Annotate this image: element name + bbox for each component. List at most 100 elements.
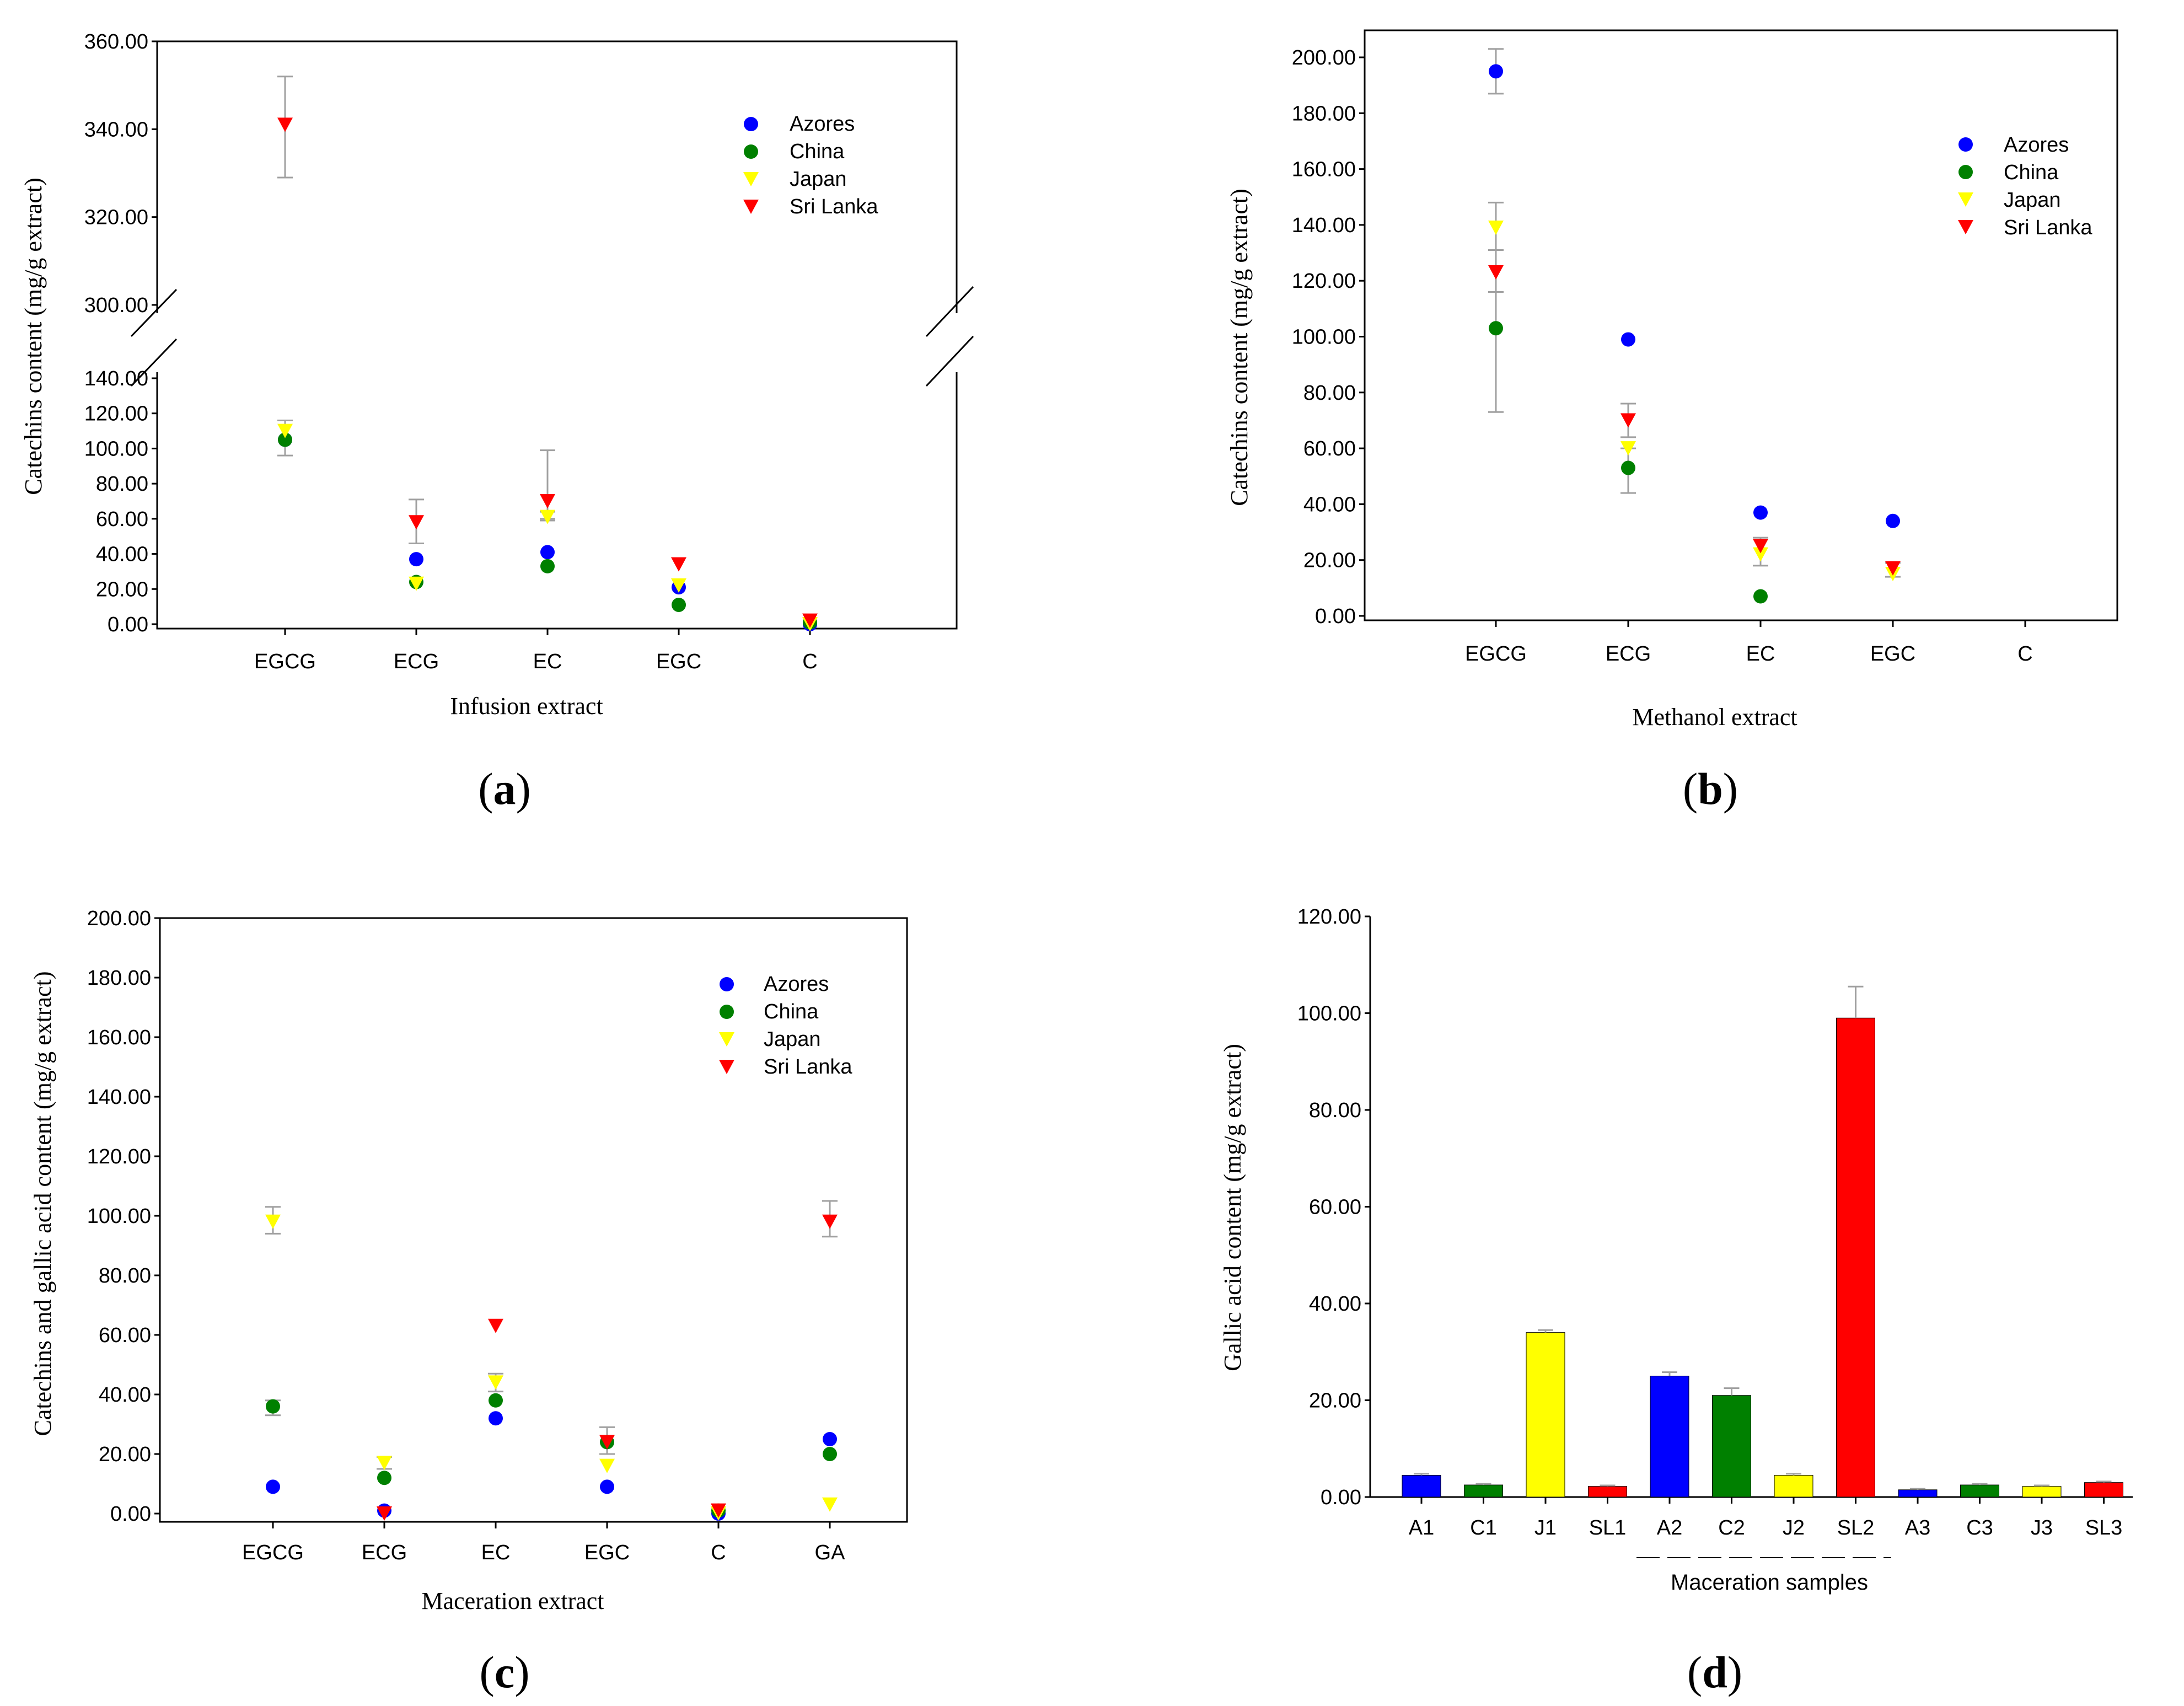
chart-d-errorbar-SL3 — [2096, 1480, 2112, 1483]
chart-a-point-srilanka-4 — [802, 613, 818, 628]
chart-d-xtick-label-8: A3 — [1905, 1516, 1930, 1539]
chart-a-legend-marker-3 — [743, 200, 759, 214]
chart-b-point-azores-2 — [1753, 505, 1768, 520]
chart-b-point-azores-0 — [1489, 64, 1503, 79]
chart-d-errorbar-J2 — [1786, 1473, 1801, 1476]
chart-d-bar-C2 — [1712, 1395, 1751, 1498]
chart-d-xtick-label-1: C1 — [1470, 1516, 1497, 1539]
chart-c-point-japan-0 — [265, 1214, 281, 1229]
chart-a-break-mark-right-1 — [925, 286, 974, 337]
chart-a-legend-marker-2 — [743, 172, 759, 186]
chart-a-xtick-label-0: EGCG — [254, 650, 316, 673]
chart-b-xtick-label-3: EGC — [1870, 642, 1915, 666]
chart-d-ylabel: Gallic acid content (mg/g extract) — [1219, 1044, 1246, 1371]
chart-b-ytick-label-8: 160.00 — [1292, 158, 1356, 181]
chart-b-ytick-label-7: 140.00 — [1292, 214, 1356, 237]
chart-c-point-china-2 — [489, 1393, 503, 1408]
chart-a-upper-ytick-label-1: 320.00 — [84, 206, 148, 229]
chart-a-lower-ytick-label-2: 40.00 — [96, 543, 148, 566]
chart-b-ytick-label-1: 20.00 — [1303, 549, 1356, 572]
chart-d-bar-SL1 — [1588, 1486, 1627, 1498]
chart-b-legend-japan: Japan — [2004, 189, 2061, 212]
chart-c-point-japan-3 — [599, 1458, 615, 1473]
chart-b-point-srilanka-2 — [1753, 539, 1768, 554]
chart-d-bar-SL3 — [2084, 1482, 2123, 1498]
chart-c-ytick-label-0: 0.00 — [110, 1503, 151, 1526]
chart-d-errorbar-C1 — [1475, 1483, 1491, 1485]
chart-c-legend-japan: Japan — [764, 1028, 821, 1051]
chart-c-point-srilanka-4 — [711, 1503, 726, 1518]
chart-d-errorbar-A3 — [1910, 1488, 1925, 1490]
chart-d-bar-J1 — [1526, 1332, 1565, 1498]
chart-b-xlabel: Methanol extract — [1632, 704, 1797, 731]
chart-b-legend-srilanka: Sri Lanka — [2004, 216, 2092, 239]
chart-a: Catechins content (mg/g extract) Infusio… — [20, 40, 974, 814]
chart-c-point-japan-5 — [822, 1497, 838, 1512]
chart-c-frame — [159, 917, 908, 1523]
chart-c-ylabel: Catechins and gallic acid content (mg/g … — [29, 971, 56, 1436]
chart-a-legend-japan: Japan — [790, 168, 847, 191]
chart-a-xtick-label-1: ECG — [394, 650, 439, 673]
chart-a-point-japan-2 — [540, 509, 555, 524]
chart-b-point-srilanka-1 — [1620, 413, 1636, 428]
chart-b-ytick-label-0: 0.00 — [1315, 605, 1356, 628]
chart-a-xtick-label-4: C — [802, 650, 817, 673]
chart-c-xtick-label-2: EC — [481, 1541, 511, 1564]
chart-a-lower-ytick-label-3: 60.00 — [96, 508, 148, 531]
chart-c-point-azores-2 — [489, 1411, 503, 1426]
chart-c-point-china-0 — [266, 1399, 280, 1414]
panel-label-d: (d) — [1687, 1647, 1742, 1697]
chart-b-ytick-label-10: 200.00 — [1292, 46, 1356, 69]
chart-a-lower-ytick-label-0: 0.00 — [108, 613, 148, 636]
chart-a-point-azores-1 — [409, 552, 423, 567]
panel-label-c-close: ) — [514, 1647, 529, 1697]
chart-c-point-china-5 — [823, 1447, 837, 1461]
chart-b-legend-marker-1 — [1958, 165, 1973, 179]
chart-c-point-srilanka-1 — [377, 1506, 392, 1521]
chart-b-xtick-label-1: ECG — [1606, 642, 1651, 666]
chart-d-ytick-label-1: 20.00 — [1309, 1390, 1361, 1413]
chart-d-ytick-label-4: 80.00 — [1309, 1099, 1361, 1122]
chart-a-point-japan-0 — [277, 423, 293, 438]
chart-c-ytick-label-10: 200.00 — [87, 907, 151, 930]
chart-a-lower-ytick-label-6: 120.00 — [84, 403, 148, 426]
chart-d-bar-A3 — [1898, 1489, 1938, 1498]
chart-b-ytick-label-9: 180.00 — [1292, 102, 1356, 125]
chart-c-point-srilanka-5 — [822, 1214, 838, 1229]
chart-b-point-azores-3 — [1886, 513, 1900, 528]
panel-label-a-close: ) — [516, 764, 531, 814]
chart-d-xtick-label-7: SL2 — [1837, 1516, 1875, 1539]
chart-a-legend-marker-0 — [744, 117, 758, 131]
chart-d-xlabel: Maceration samples — [1671, 1570, 1868, 1595]
chart-c-point-srilanka-2 — [488, 1318, 503, 1333]
chart-a-legend-china: China — [790, 140, 845, 163]
chart-a-point-srilanka-1 — [409, 515, 424, 530]
chart-d-errorbar-C3 — [1972, 1483, 1988, 1485]
chart-c-xlabel: Maceration extract — [421, 1587, 604, 1614]
chart-a-legend-marker-1 — [744, 144, 758, 159]
chart-d-errorbar-A2 — [1662, 1371, 1677, 1376]
chart-c-point-azores-3 — [600, 1479, 614, 1494]
chart-c-xtick-label-4: C — [711, 1541, 726, 1564]
chart-c-point-azores-5 — [823, 1432, 837, 1446]
chart-a-break-mark-right-2 — [925, 335, 974, 387]
chart-d-errorbar-J1 — [1538, 1329, 1553, 1333]
chart-d-xtick-label-0: A1 — [1409, 1516, 1434, 1539]
chart-a-legend-azores: Azores — [790, 112, 855, 136]
panel-label-b: (b) — [1683, 764, 1738, 814]
chart-a-errorbar-3 — [540, 449, 555, 520]
panel-label-b-close: ) — [1723, 764, 1738, 814]
chart-d-ytick-label-2: 40.00 — [1309, 1292, 1361, 1316]
chart-a-lower-ytick-label-4: 80.00 — [96, 473, 148, 496]
chart-c-legend-marker-1 — [720, 1005, 734, 1019]
chart-c-ytick-label-6: 120.00 — [87, 1145, 151, 1168]
chart-b-xtick-label-2: EC — [1746, 642, 1775, 666]
chart-d-ytick-label-5: 100.00 — [1297, 1002, 1361, 1026]
chart-c-point-srilanka-3 — [599, 1435, 615, 1450]
chart-a-point-srilanka-2 — [540, 494, 555, 508]
chart-c-xtick-label-5: GA — [815, 1541, 846, 1564]
chart-b-point-china-1 — [1621, 460, 1635, 475]
chart-a-lower-ytick-label-5: 100.00 — [84, 437, 148, 460]
chart-c-point-japan-2 — [488, 1375, 503, 1390]
chart-b-xtick-label-0: EGCG — [1465, 642, 1527, 666]
